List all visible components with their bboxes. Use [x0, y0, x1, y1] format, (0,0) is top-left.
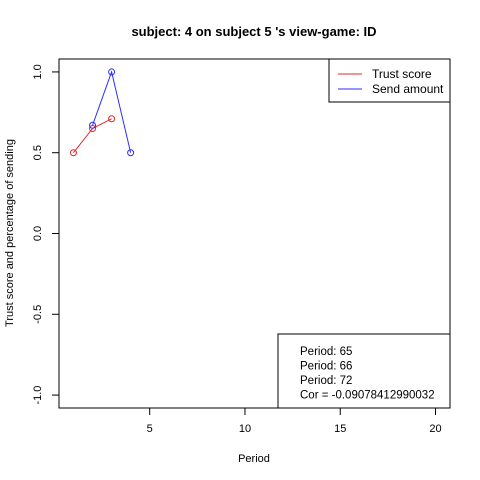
- info-box: Period: 65 Period: 66 Period: 72 Cor = -0.0…: [277, 333, 451, 409]
- x-tick-label: 5: [147, 423, 153, 435]
- y-tick-label: 0.0: [32, 226, 44, 241]
- info-line: Period: 65: [300, 346, 352, 358]
- legend-entry: Trust score: [372, 67, 432, 81]
- x-tick-label: 20: [429, 423, 441, 435]
- chart-title: subject: 4 on subject 5 's view-game: ID: [131, 24, 376, 39]
- axes: 5 10 15 20 1.0 0.5 0.0 -0.5 -1.0: [32, 64, 442, 435]
- x-tick-label: 15: [334, 423, 346, 435]
- data-point: [89, 121, 97, 129]
- data-point: [69, 149, 77, 157]
- y-tick-label: -0.5: [32, 305, 44, 324]
- y-tick-label: 1.0: [32, 64, 44, 79]
- y-tick-label: -1.0: [32, 386, 44, 405]
- data-point: [108, 68, 116, 76]
- info-line: Cor = -0.09078412990032: [300, 390, 435, 402]
- info-line: Period: 66: [300, 361, 352, 373]
- y-axis-label: Trust score and percentage of sending: [4, 139, 16, 327]
- data-point: [89, 124, 97, 132]
- legend-box: [328, 58, 451, 103]
- x-tick-label: 10: [239, 423, 251, 435]
- data-point: [108, 115, 116, 123]
- series-layer: [69, 68, 135, 157]
- series-line-1: [92, 70, 132, 153]
- y-tick-label: 0.5: [32, 145, 44, 160]
- info-line: Period: 72: [300, 375, 352, 387]
- info-box-frame: [277, 333, 451, 409]
- legend-entry: Send amount: [372, 82, 444, 96]
- data-point: [127, 149, 135, 157]
- x-axis-label: Period: [238, 453, 270, 465]
